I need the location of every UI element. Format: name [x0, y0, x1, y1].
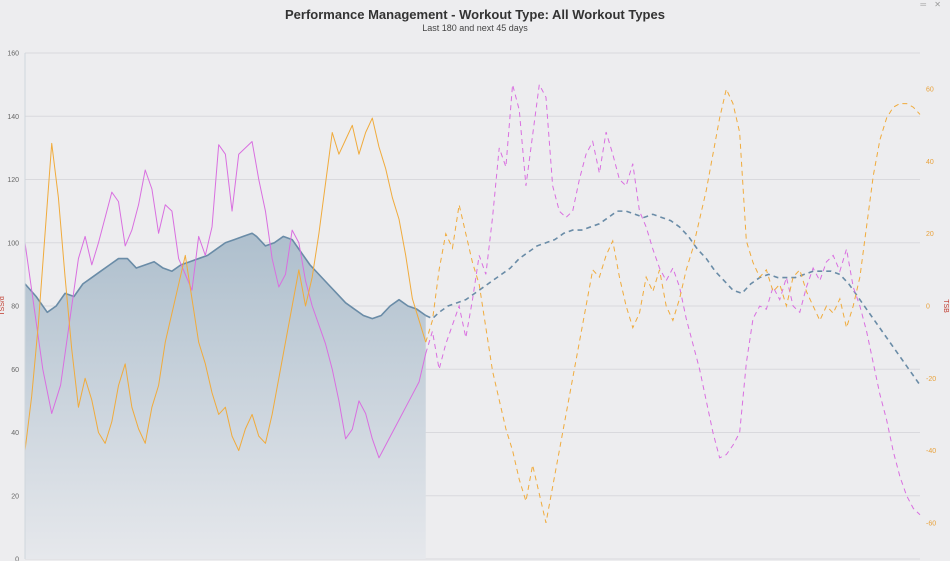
y-left-tick-label: 100 [7, 240, 19, 247]
y-left-tick-label: 140 [7, 114, 19, 121]
y-right-tick-label: -40 [926, 448, 936, 455]
y-left-tick-label: 160 [7, 51, 19, 58]
chart-subtitle: Last 180 and next 45 days [422, 23, 528, 33]
y-left-tick-label: 120 [7, 177, 19, 184]
y-right-tick-label: 60 [926, 87, 934, 94]
ctl-area-fill [25, 233, 426, 559]
series-lines [24, 83, 921, 523]
atl-projection-line [425, 83, 921, 516]
y-left-tick-label: 80 [11, 304, 19, 311]
y-left-tick-label: 40 [11, 430, 19, 437]
ctl-projection-line [425, 210, 921, 386]
y-right-tick-label: 20 [926, 231, 934, 238]
tsb-projection-line [425, 87, 921, 523]
ctl-line [24, 232, 427, 320]
y-left-axis-label: TSS/d [0, 296, 6, 316]
ctl-area [25, 233, 426, 559]
chart-title: Performance Management - Workout Type: A… [285, 7, 665, 22]
atl-line [24, 141, 427, 459]
y-right-axis-label: TSB [942, 299, 949, 313]
menu-icon[interactable]: ═ ✕ [920, 0, 944, 9]
axes: 0 20 40 60 80 100 120 140 160 -60 -40 -20 0 20 40 60 TSS… [0, 51, 949, 561]
y-left-tick-label: 0 [15, 557, 19, 561]
y-right-tick-label: -60 [926, 520, 936, 527]
y-left-tick-label: 20 [11, 493, 19, 500]
y-right-tick-label: -20 [926, 376, 936, 383]
y-left-tick-label: 60 [11, 367, 19, 374]
y-right-tick-label: 40 [926, 159, 934, 166]
tsb-line [24, 117, 427, 452]
y-right-tick-label: 0 [926, 304, 930, 311]
